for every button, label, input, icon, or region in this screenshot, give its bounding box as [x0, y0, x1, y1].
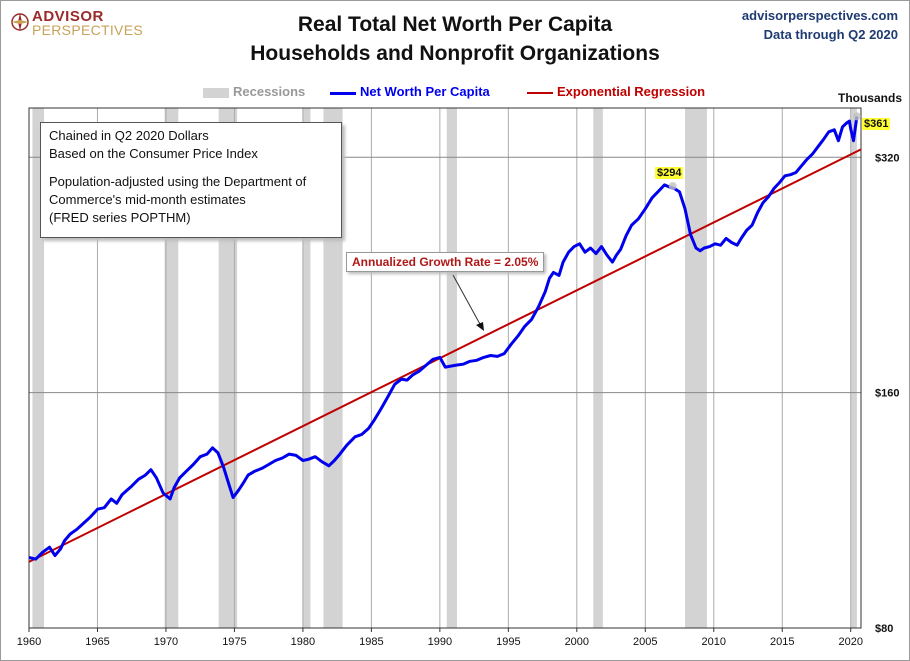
recession-band	[850, 108, 857, 628]
chart-title-block: Real Total Net Worth Per Capita Househol…	[200, 10, 710, 68]
x-tick-label: 2015	[770, 636, 794, 648]
x-tick-label: 2020	[838, 636, 862, 648]
growth-arrow-head	[476, 322, 484, 331]
x-tick-label: 1980	[291, 636, 315, 648]
grid-lines	[28, 108, 861, 629]
recession-band	[593, 108, 603, 628]
x-tick-label: 1975	[222, 636, 246, 648]
chart-title: Real Total Net Worth Per Capita	[297, 13, 613, 36]
legend-recessions-label: Recessions	[233, 84, 306, 99]
note-line-4: Commerce's mid-month estimates	[49, 192, 246, 207]
peak-value-label: $294	[655, 167, 684, 179]
logo-text-advisor: ADVISOR	[32, 8, 104, 25]
latest-marker	[852, 112, 861, 121]
x-tick-label: 1990	[428, 636, 452, 648]
x-tick-label: 1985	[359, 636, 383, 648]
legend-net-worth-line	[330, 92, 356, 95]
plot-area-border	[28, 107, 862, 629]
growth-arrow-line	[452, 274, 482, 327]
logo-text-perspectives: PERSPECTIVES	[32, 22, 143, 38]
legend-recession-swatch	[203, 88, 229, 98]
source-info: advisorperspectives.com Data through Q2 …	[742, 6, 898, 44]
regression-line	[28, 148, 862, 563]
x-axis-ticks: 1960 1965 1970 1975 1980 1985 1990 1995 2000 2005…	[17, 628, 863, 648]
x-tick-label: 1965	[85, 636, 109, 648]
peak-marker	[668, 182, 677, 191]
recession-band	[302, 108, 311, 628]
note-line-1: Chained in Q2 2020 Dollars	[49, 128, 209, 143]
note-line-5: (FRED series POPTHM)	[49, 210, 191, 225]
growth-rate-annotation: Annualized Growth Rate = 2.05%	[346, 252, 545, 272]
x-tick-label: 1970	[154, 636, 178, 648]
legend: Recessions Net Worth Per Capita Exponent…	[0, 84, 910, 102]
recession-band	[685, 108, 707, 628]
recession-band	[32, 108, 45, 628]
compass-icon	[11, 13, 29, 31]
recession-band	[446, 108, 457, 628]
x-tick-label: 2010	[702, 636, 726, 648]
legend-regression-label: Exponential Regression	[557, 84, 706, 99]
source-site: advisorperspectives.com	[741, 8, 898, 23]
note-line-3: Population-adjusted using the Department…	[49, 174, 307, 189]
y-units-label: Thousands	[837, 91, 902, 105]
latest-value-label: $361	[862, 118, 891, 130]
x-tick-label: 2000	[565, 636, 589, 648]
y-tick-label: $160	[875, 388, 899, 400]
net-worth-line	[28, 116, 859, 561]
legend-regression-line	[527, 92, 553, 94]
x-tick-label: 1995	[496, 636, 520, 648]
x-tick-label: 2005	[633, 636, 657, 648]
y-tick-label: $80	[875, 623, 893, 635]
data-through: Data through Q2 2020	[763, 27, 898, 42]
y-axis-ticks: $80 $160 $320	[875, 152, 899, 635]
recession-band	[323, 108, 343, 628]
note-line-2: Based on the Consumer Price Index	[49, 146, 258, 161]
notes-box: Chained in Q2 2020 Dollars Based on the …	[40, 122, 342, 238]
legend-net-worth-label: Net Worth Per Capita	[360, 84, 490, 99]
chart-subtitle: Households and Nonprofit Organizations	[250, 42, 660, 65]
y-tick-label: $320	[875, 152, 899, 164]
x-tick-label: 1960	[17, 636, 41, 648]
